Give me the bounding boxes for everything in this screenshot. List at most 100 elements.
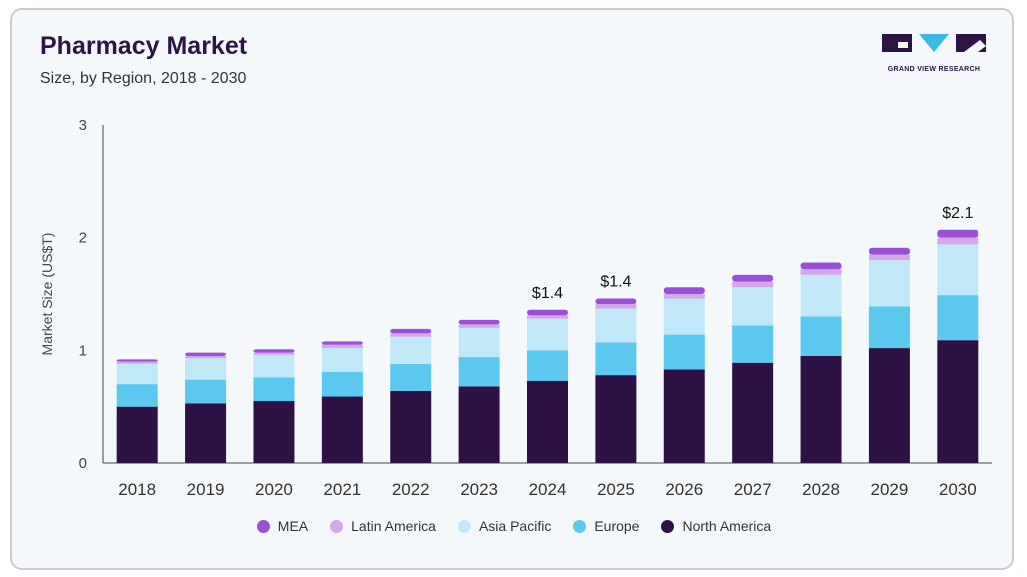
bar-segment-europe (116, 384, 158, 407)
bar-segment-north-america (663, 369, 705, 463)
bar-segment-europe (868, 306, 910, 349)
bar-segment-europe (390, 363, 432, 391)
bar-segment-asia-pacific (800, 274, 842, 317)
bar-segment-mea (868, 247, 910, 255)
legend-label: North America (682, 518, 772, 534)
logo-mark (882, 34, 986, 52)
bar-segment-north-america (868, 348, 910, 463)
bar-segment-asia-pacific (868, 260, 910, 307)
bar-segment-mea (937, 229, 979, 238)
x-tick-label: 2024 (529, 480, 567, 499)
legend-label: Asia Pacific (478, 518, 552, 534)
legend-item-europe: Europe (573, 518, 639, 534)
bar-segment-latin-america (390, 333, 432, 337)
bar-segment-europe (663, 334, 705, 370)
y-tick-label: 1 (79, 342, 87, 359)
bar-segment-latin-america (595, 304, 637, 309)
legend-item-mea: MEA (256, 518, 309, 534)
bar-segment-north-america (253, 401, 295, 463)
legend-item-north-america: North America (661, 518, 771, 534)
total-value-label: $2.1 (942, 205, 973, 222)
y-tick-label: 0 (79, 455, 87, 472)
legend-item-latin-america: Latin America (330, 518, 436, 534)
bar-segment-asia-pacific (185, 358, 227, 380)
legend-swatch (457, 519, 471, 533)
bar-segment-mea (185, 352, 227, 356)
legend-swatch (330, 519, 344, 533)
bar-segment-europe (527, 350, 568, 381)
bar-segment-north-america (732, 362, 774, 463)
bar-segment-latin-america (116, 361, 158, 364)
bar-segment-asia-pacific (527, 318, 568, 351)
bar-segment-mea (800, 262, 842, 270)
legend-label: MEA (277, 518, 309, 534)
bar-segment-mea (458, 319, 500, 325)
bar-segment-latin-america (732, 281, 774, 288)
bar-segment-mea (732, 274, 774, 282)
legend-swatch (256, 519, 270, 533)
bar-segment-latin-america (800, 269, 842, 275)
logo-text: GRAND VIEW RESEARCH (887, 66, 981, 73)
bar-segment-mea (321, 341, 363, 345)
bar-segment-north-america (185, 403, 227, 463)
bar-segment-asia-pacific (321, 348, 363, 372)
total-value-label: $1.4 (532, 285, 563, 302)
bar-segment-europe (321, 371, 363, 397)
bar-segment-mea (390, 328, 432, 334)
bar-segment-asia-pacific (253, 354, 295, 378)
x-tick-label: 2027 (734, 480, 772, 499)
bar-segment-europe (185, 379, 227, 404)
legend-label: Europe (594, 518, 640, 534)
bar-segment-europe (800, 316, 842, 356)
x-tick-label: 2028 (802, 480, 840, 499)
bar-segment-europe (937, 295, 979, 341)
bar-segment-mea (116, 359, 158, 362)
bar-segment-north-america (390, 390, 432, 463)
stacked-bar-chart: 0 1 2 3 Market Size (US$T) 2018 2019 2020 2021 20… (39, 117, 992, 499)
bar-segment-asia-pacific (732, 287, 774, 326)
grand-view-research-logo: GRAND VIEW RESEARCH (882, 32, 986, 78)
x-tick-label: 2022 (392, 480, 430, 499)
bar-segment-asia-pacific (595, 308, 637, 343)
bar-segment-mea (663, 287, 705, 294)
x-tick-label: 2021 (323, 480, 361, 499)
chart-subtitle: Size, by Region, 2018 - 2030 (40, 70, 247, 87)
bar-segment-latin-america (185, 355, 227, 359)
bar-segment-north-america (116, 406, 158, 463)
x-tick-label: 2025 (597, 480, 635, 499)
legend-label: Latin America (351, 518, 436, 534)
x-tick-label: 2030 (939, 480, 977, 499)
bar-segment-latin-america (253, 352, 295, 355)
bar-segment-north-america (937, 340, 979, 463)
x-tick-label: 2023 (460, 480, 498, 499)
legend-swatch (573, 519, 587, 533)
bar-segment-latin-america (663, 294, 705, 299)
bar-segment-asia-pacific (116, 363, 158, 385)
bar-segment-mea (595, 298, 637, 305)
bar-segment-asia-pacific (663, 298, 705, 335)
bar-segment-europe (595, 342, 637, 376)
bar-segment-latin-america (458, 324, 500, 328)
x-tick-label: 2026 (665, 480, 703, 499)
bar-segment-europe (253, 377, 295, 402)
bar-segment-europe (732, 325, 774, 363)
chart-legend: MEA Latin America Asia Pacific Europe North … (12, 518, 1016, 534)
y-axis-label: Market Size (US$T) (39, 233, 55, 356)
chart-card: Pharmacy Market Size, by Region, 2018 - … (10, 8, 1014, 570)
legend-swatch (661, 519, 675, 533)
bar-segment-mea (253, 349, 295, 353)
bar-segment-latin-america (527, 315, 568, 319)
x-tick-label: 2018 (118, 480, 156, 499)
y-tick-label: 3 (79, 117, 87, 134)
bar-segment-latin-america (321, 344, 363, 349)
total-value-label: $1.4 (600, 274, 631, 291)
bar-segment-north-america (321, 396, 363, 463)
bar-segment-latin-america (868, 254, 910, 261)
bar-segment-latin-america (937, 237, 979, 245)
bar-segment-north-america (800, 355, 842, 463)
bar-segment-north-america (458, 386, 500, 463)
bar-segment-europe (458, 357, 500, 387)
chart-title: Pharmacy Market (40, 32, 248, 60)
bar-segment-asia-pacific (390, 336, 432, 364)
x-tick-label: 2020 (255, 480, 293, 499)
